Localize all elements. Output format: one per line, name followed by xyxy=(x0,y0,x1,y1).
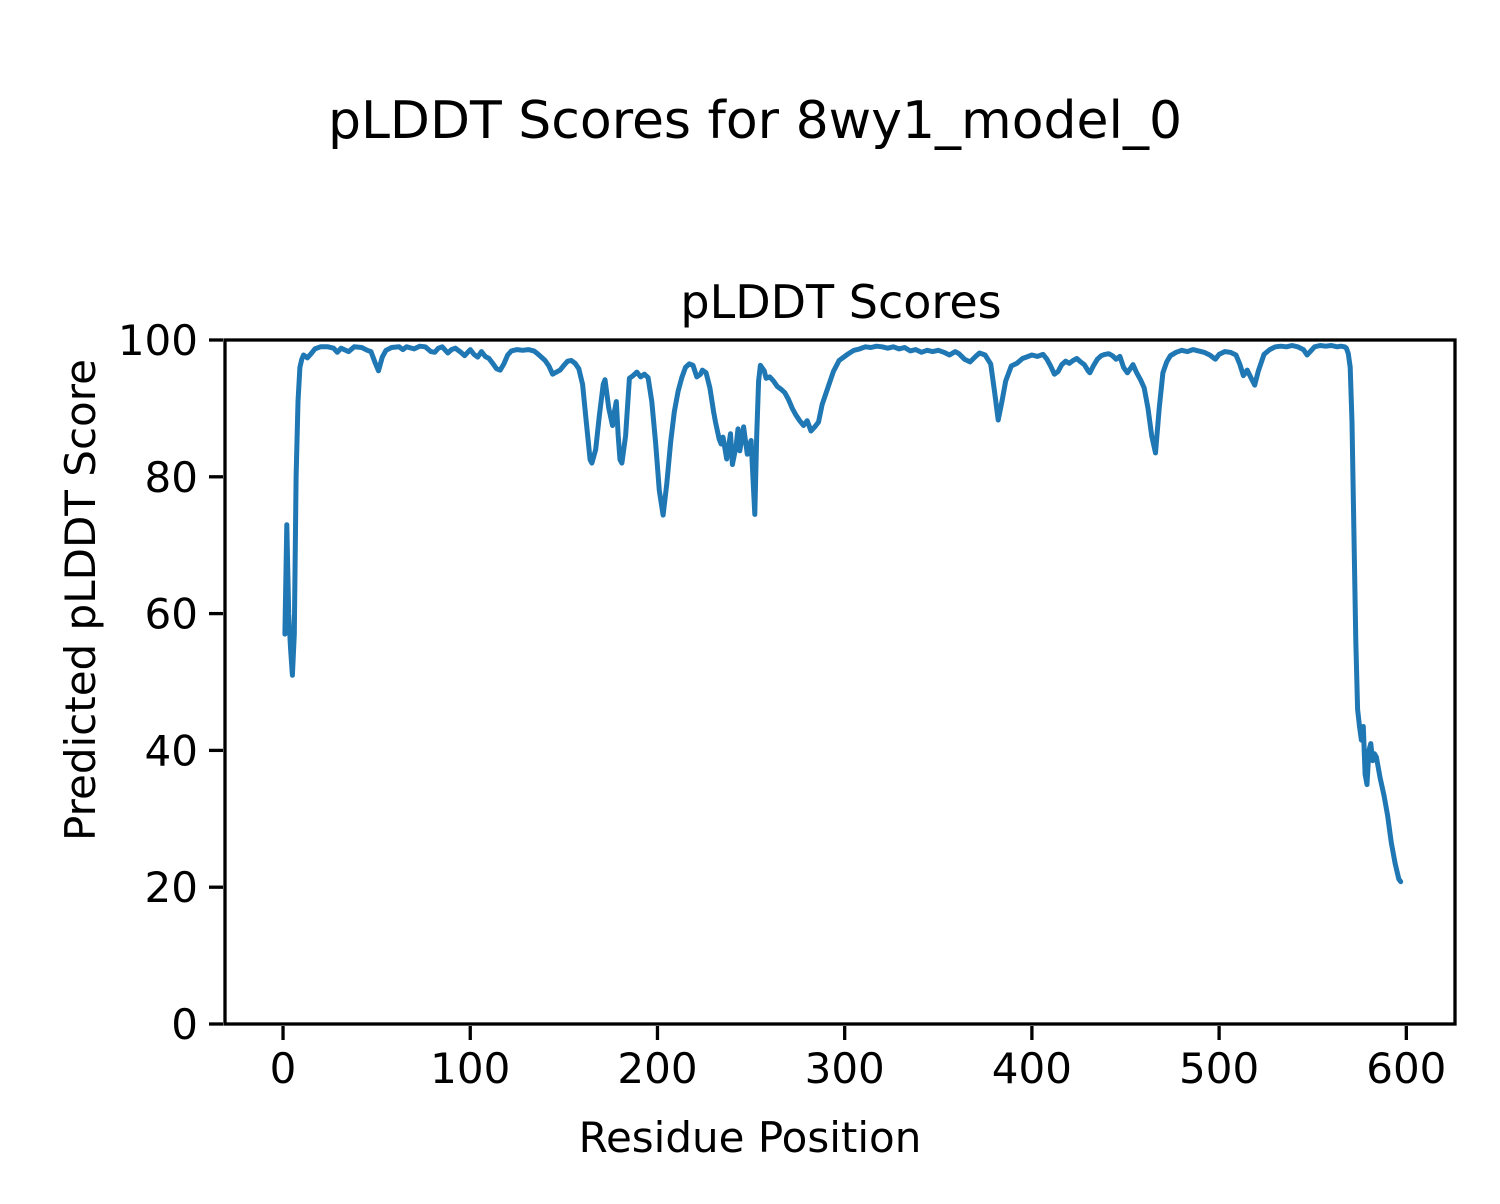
y-tick-label: 80 xyxy=(145,453,198,502)
y-tick-label: 20 xyxy=(145,863,198,912)
x-tick-label: 100 xyxy=(430,1044,510,1093)
y-tick-label: 60 xyxy=(145,590,198,639)
plddt-line-series xyxy=(282,343,1404,885)
figure-title: pLDDT Scores for 8wy1_model_0 xyxy=(328,91,1182,151)
x-tick-label: 300 xyxy=(805,1044,885,1093)
axes-frame xyxy=(223,338,1457,1026)
x-tick-label: 0 xyxy=(270,1044,297,1093)
x-axis-ticks: 0 100 200 300 400 500 600 xyxy=(270,1026,1446,1093)
x-tick-label: 500 xyxy=(1179,1044,1259,1093)
x-axis-label: Residue Position xyxy=(579,1113,922,1162)
y-axis-ticks: 0 20 40 60 80 100 xyxy=(118,316,223,1049)
y-axis-label: Predicted pLDDT Score xyxy=(56,359,105,841)
x-tick-label: 600 xyxy=(1366,1044,1446,1093)
y-tick-label: 40 xyxy=(145,726,198,775)
y-tick-label: 0 xyxy=(171,1000,198,1049)
x-tick-label: 400 xyxy=(992,1044,1072,1093)
axes-title: pLDDT Scores xyxy=(680,275,1001,329)
y-tick-label: 100 xyxy=(118,316,198,365)
x-tick-label: 200 xyxy=(617,1044,697,1093)
